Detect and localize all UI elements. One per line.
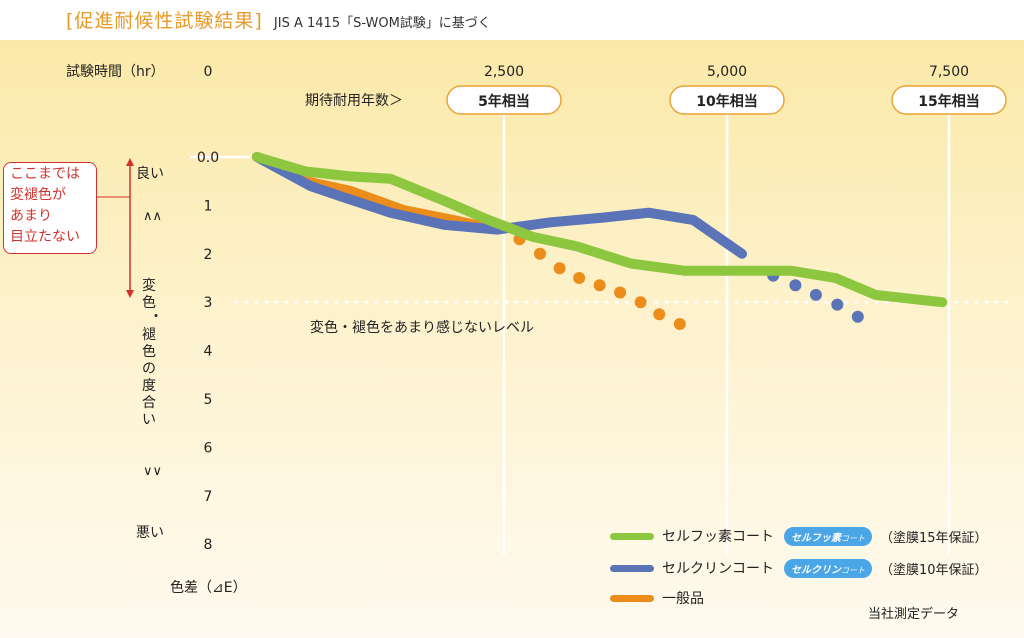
year-badge [669, 85, 785, 115]
arrows-up: ∧∧ [143, 209, 162, 224]
y-axis-label: 色差（⊿E） [170, 579, 247, 596]
degree-vertical-char: 度 [142, 378, 156, 394]
legend-logo-fluoro: セルフッ素コート [784, 526, 872, 546]
legend-swatch-silicon [610, 564, 654, 572]
year-badge-label: 15年相当 [918, 93, 979, 110]
arrow-head-down [126, 290, 134, 298]
good-label: 良い [136, 166, 164, 182]
series-general-dot [673, 318, 686, 330]
year-badge-label: 5年相当 [478, 93, 530, 110]
legend-label-general: 一般品 [662, 591, 704, 607]
x-tick-label: 2,500 [484, 64, 524, 80]
series-silicon-line [252, 152, 747, 259]
bad-label: 悪い [136, 525, 164, 541]
y-tick-label: 4 [204, 344, 213, 360]
degree-vertical-char: 色 [142, 294, 156, 311]
y-tick-label: 5 [204, 392, 213, 408]
series-fluoro-line [252, 152, 948, 308]
series-silicon-dot [789, 279, 802, 292]
year-badge-label: 10年相当 [696, 93, 757, 110]
x-axis-label: 試験時間（hr） [66, 64, 165, 80]
series-silicon-dot [831, 298, 844, 311]
arrows-down: ∨∨ [143, 464, 162, 479]
chart-title: [促進耐候性試験結果] [66, 10, 263, 32]
legend-warranty-silicon: （塗膜10年保証） [880, 562, 988, 578]
x-tick-label: 5,000 [707, 64, 747, 80]
y-tick-label: 0.0 [197, 150, 219, 166]
y-tick-label: 8 [204, 537, 213, 553]
y-tick-label: 7 [204, 489, 213, 505]
year-badge [891, 85, 1007, 115]
series-general-dot [593, 279, 606, 292]
arrow-head-up [126, 158, 134, 166]
legend-item-fluoro: セルフッ素コート セルフッ素コート （塗膜15年保証） [610, 525, 988, 547]
series-general-dot [653, 308, 666, 321]
y-tick-label: 3 [204, 295, 213, 311]
legend-label-fluoro: セルフッ素コート [662, 529, 774, 545]
series-general-dot [573, 272, 586, 284]
x-tick-label: 7,500 [929, 64, 969, 80]
y-tick-label: 2 [204, 247, 213, 263]
legend-swatch-fluoro [610, 532, 654, 540]
x-tick-label: 0 [204, 64, 213, 80]
series-general-dot [614, 286, 627, 299]
degree-vertical-char: い [142, 412, 156, 428]
degree-vertical-char: ・ [149, 309, 163, 325]
series-general-dot [634, 296, 647, 309]
series-silicon-dot [851, 310, 864, 323]
source-note: 当社測定データ [868, 607, 960, 622]
series-general-dot [534, 247, 546, 260]
degree-vertical-char: 褪 [142, 327, 156, 343]
threshold-label: 変色・褪色をあまり感じないレベル [310, 319, 534, 336]
legend-swatch-general [610, 594, 654, 602]
note-box: ここまでは 変褪色が あまり 目立たない [3, 162, 97, 254]
legend-item-general: 一般品 [610, 587, 704, 609]
chart-header: [促進耐候性試験結果] JIS A 1415「S-WOM試験」に基づく [66, 6, 491, 33]
year-badge [446, 85, 562, 115]
degree-vertical-char: 合 [142, 395, 156, 411]
series-general-dot [553, 262, 566, 275]
legend-label-silicon: セルクリンコート [662, 561, 774, 577]
series-silicon-dot [809, 288, 822, 301]
legend-logo-silicon: セルクリンコート [784, 558, 872, 578]
degree-vertical-char: 変 [142, 277, 156, 294]
legend-warranty-fluoro: （塗膜15年保証） [880, 530, 988, 546]
y-tick-label: 6 [204, 440, 213, 456]
chart-subtitle: JIS A 1415「S-WOM試験」に基づく [273, 16, 491, 31]
y-tick-label: 1 [204, 198, 213, 214]
expected-years-label: 期待耐用年数＞ [305, 93, 403, 109]
degree-vertical-char: の [142, 361, 156, 377]
degree-vertical-char: 色 [142, 343, 156, 360]
legend-item-silicon: セルクリンコート セルクリンコート （塗膜10年保証） [610, 557, 988, 579]
